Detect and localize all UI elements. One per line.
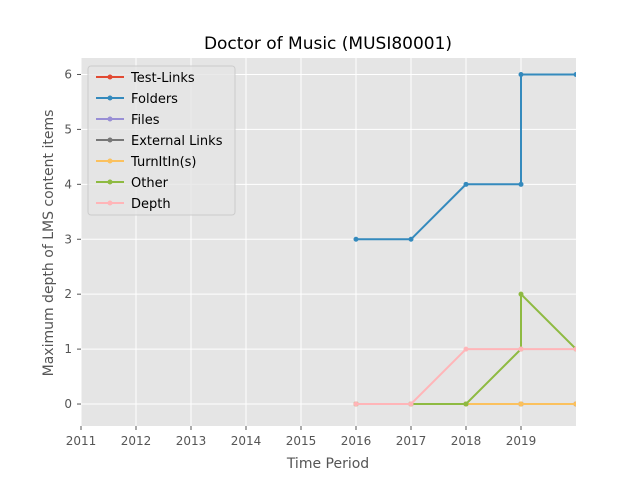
axis-ticks: 2011 2012 2013 2014 2015 2016 2017 2018 2019 0 1 2 3…: [64, 67, 536, 448]
y-tick-label: 2: [64, 287, 72, 301]
y-tick-label: 3: [64, 232, 72, 246]
y-tick-label: 6: [64, 67, 72, 81]
legend-label: Files: [131, 113, 160, 128]
data-point-depth: [463, 346, 469, 352]
data-point-turnitin-s: [518, 401, 524, 407]
y-tick-label: 4: [64, 177, 72, 191]
data-point-other: [518, 291, 524, 297]
data-point-other: [463, 401, 469, 407]
x-tick-label: 2011: [66, 434, 97, 448]
data-point-folders: [408, 236, 414, 242]
x-tick-label: 2012: [121, 434, 152, 448]
x-tick-label: 2015: [286, 434, 317, 448]
data-point-depth: [353, 401, 359, 407]
legend-label: External Links: [131, 134, 223, 149]
x-tick-label: 2018: [451, 434, 482, 448]
legend-marker: [107, 95, 113, 101]
series-lines: [353, 71, 576, 407]
legend-label: Test-Links: [130, 71, 195, 86]
y-tick-label: 5: [64, 122, 72, 136]
data-point-depth: [408, 401, 414, 407]
data-point-folders: [573, 71, 576, 77]
x-tick-label: 2017: [396, 434, 427, 448]
legend-marker: [107, 179, 113, 185]
legend-label: TurnItIn(s): [130, 155, 196, 170]
y-tick-label: 0: [64, 397, 72, 411]
legend-label: Other: [131, 176, 169, 191]
x-tick-label: 2016: [341, 434, 372, 448]
x-tick-label: 2014: [231, 434, 262, 448]
legend-marker: [107, 158, 113, 164]
x-tick-label: 2019: [506, 434, 537, 448]
legend-marker: [107, 74, 113, 80]
data-point-depth: [573, 346, 576, 352]
data-point-folders: [518, 181, 524, 187]
data-point-folders: [353, 236, 359, 242]
chart-title: Doctor of Music (MUSI80001): [204, 34, 452, 54]
legend-frame: [87, 65, 236, 216]
legend: Test-Links Folders Files External Links Turn…: [87, 65, 236, 216]
y-axis-label: Maximum depth of LMS content items: [41, 110, 57, 377]
data-point-folders: [518, 71, 524, 77]
legend-marker: [107, 200, 113, 206]
data-point-folders: [463, 181, 469, 187]
legend-marker: [107, 116, 113, 122]
x-axis-label: Time Period: [286, 456, 369, 472]
legend-marker: [107, 137, 113, 143]
series-line-folders: [356, 73, 576, 241]
y-tick-label: 1: [64, 342, 72, 356]
legend-label: Depth: [131, 197, 171, 212]
data-point-turnitin-s: [573, 401, 576, 407]
x-tick-label: 2013: [176, 434, 207, 448]
data-point-depth: [518, 346, 524, 352]
legend-label: Folders: [131, 92, 178, 107]
